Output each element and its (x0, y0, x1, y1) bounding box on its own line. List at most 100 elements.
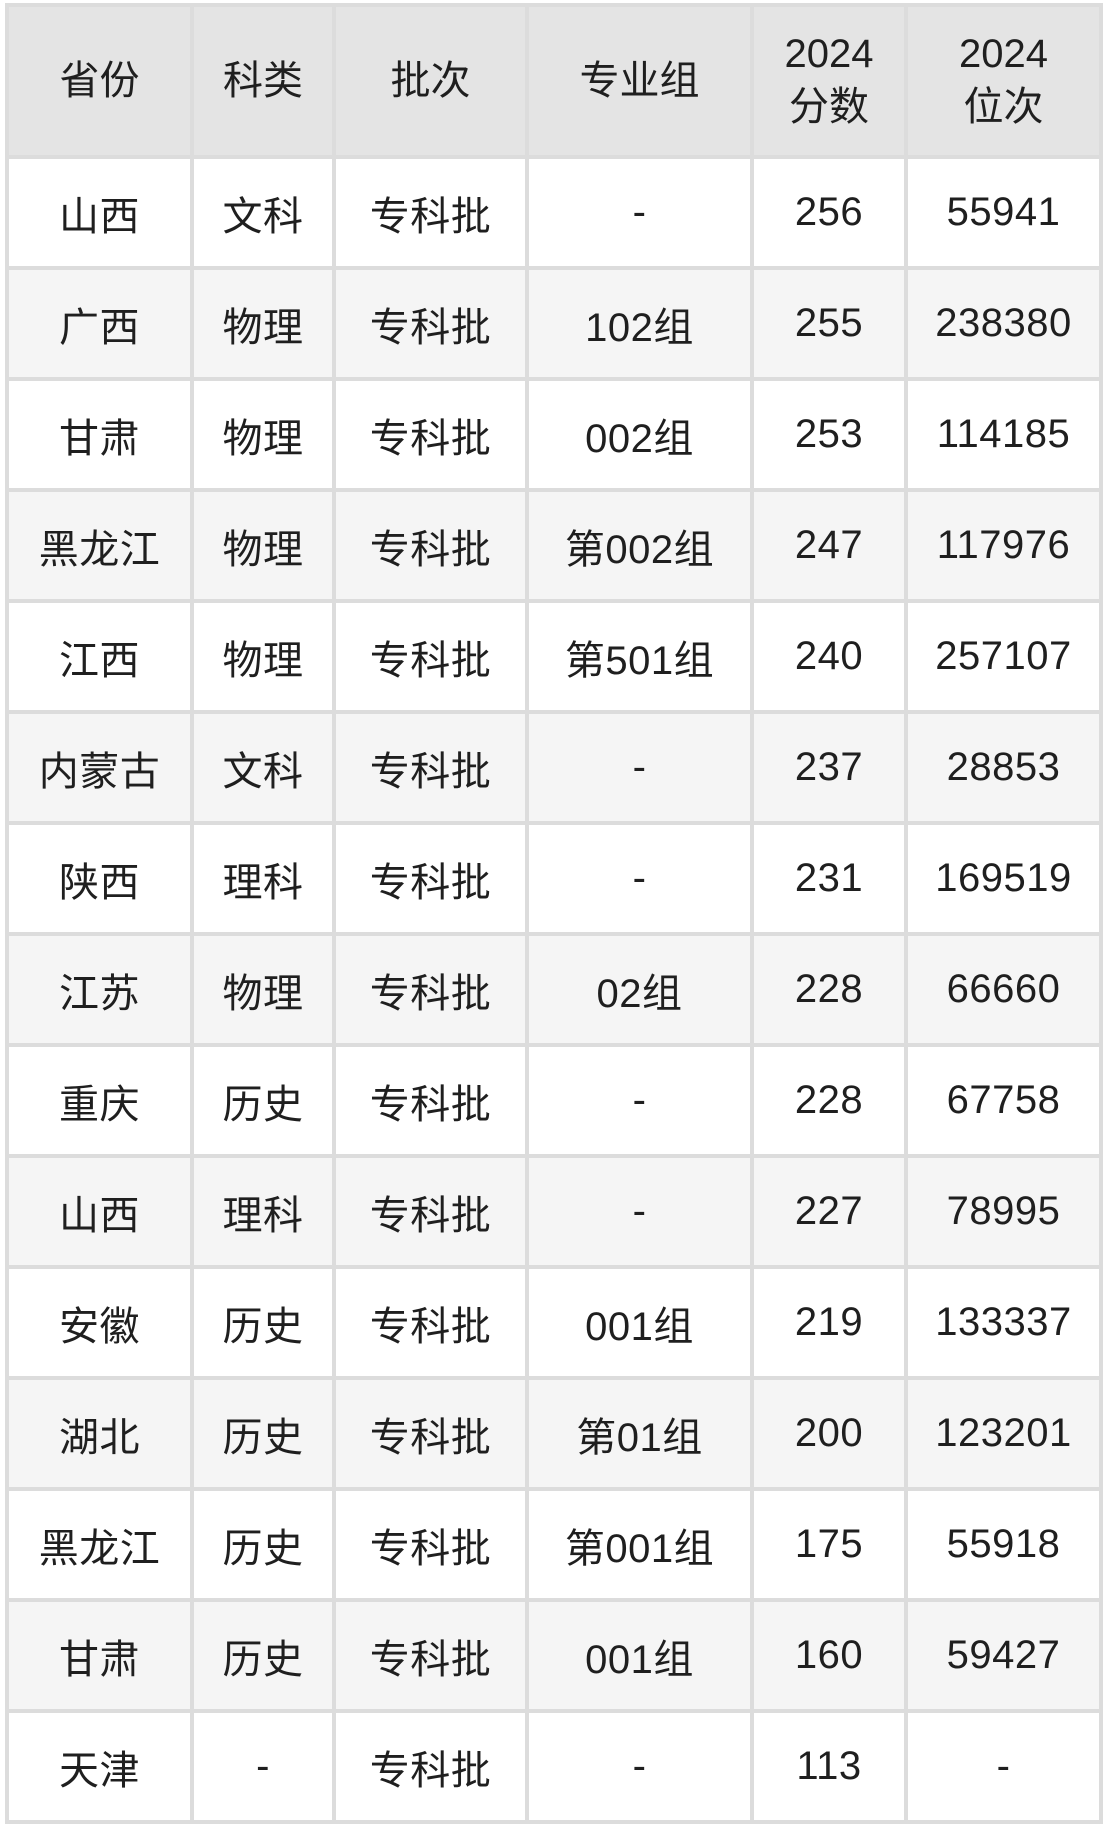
table-cell-major-group: 第501组 (529, 603, 750, 710)
table-cell-batch: 专科批 (336, 1713, 525, 1820)
table-cell-category: 物理 (194, 603, 332, 710)
table-cell-batch: 专科批 (336, 603, 525, 710)
table-cell-province: 重庆 (9, 1047, 190, 1154)
table-cell-province: 黑龙江 (9, 492, 190, 599)
table-row: 江苏 物理 专科批 02组 228 66660 (9, 936, 1099, 1043)
table-cell-batch: 专科批 (336, 936, 525, 1043)
table-row: 山西 文科 专科批 -256 55941 (9, 159, 1099, 266)
table-cell-category: 历史 (194, 1269, 332, 1376)
table-cell-batch: 专科批 (336, 1269, 525, 1376)
table-cell-score-2024: 200 (754, 1380, 904, 1487)
table-cell-score-2024: 219 (754, 1269, 904, 1376)
table-cell-category: 文科 (194, 159, 332, 266)
table-cell-category: 文科 (194, 714, 332, 821)
table-cell-score-2024: 227 (754, 1158, 904, 1265)
table-cell-rank-2024: 78995 (908, 1158, 1099, 1265)
table-cell-major-group: - (529, 714, 750, 821)
header-cell-score-2024: 2024 分数 (754, 7, 904, 155)
table-cell-province: 内蒙古 (9, 714, 190, 821)
table-cell-category: 物理 (194, 270, 332, 377)
table-cell-rank-2024: 67758 (908, 1047, 1099, 1154)
table-cell-rank-2024: 257107 (908, 603, 1099, 710)
table-cell-score-2024: 160 (754, 1602, 904, 1709)
table-cell-province: 安徽 (9, 1269, 190, 1376)
table-cell-rank-2024: 55941 (908, 159, 1099, 266)
table-cell-major-group: 第01组 (529, 1380, 750, 1487)
table-cell-rank-2024: 59427 (908, 1602, 1099, 1709)
table-cell-province: 陕西 (9, 825, 190, 932)
table-cell-batch: 专科批 (336, 825, 525, 932)
table-cell-batch: 专科批 (336, 1602, 525, 1709)
table-cell-major-group: 002组 (529, 381, 750, 488)
table-cell-score-2024: 256 (754, 159, 904, 266)
table-cell-rank-2024: 123201 (908, 1380, 1099, 1487)
table-cell-province: 黑龙江 (9, 1491, 190, 1598)
table-cell-batch: 专科批 (336, 492, 525, 599)
table-cell-rank-2024: 238380 (908, 270, 1099, 377)
table-cell-rank-2024: 66660 (908, 936, 1099, 1043)
table-cell-score-2024: 228 (754, 1047, 904, 1154)
table-cell-major-group: 102组 (529, 270, 750, 377)
table-row: 江西 物理 专科批 第501组 240 257107 (9, 603, 1099, 710)
header-cell-rank-2024: 2024 位次 (908, 7, 1099, 155)
table-cell-score-2024: 175 (754, 1491, 904, 1598)
table-cell-score-2024: 228 (754, 936, 904, 1043)
table-cell-batch: 专科批 (336, 1380, 525, 1487)
admission-score-table: 省份 科类 批次 专业组 2024 分数 2024 位次 山西 文科 专科批 -256 55941… (5, 3, 1103, 1824)
table-cell-province: 江西 (9, 603, 190, 710)
table-cell-rank-2024: 114185 (908, 381, 1099, 488)
table-cell-province: 广西 (9, 270, 190, 377)
header-cell-province: 省份 (9, 7, 190, 155)
table-cell-batch: 专科批 (336, 1158, 525, 1265)
table-row: 黑龙江 历史 专科批 第001组 175 55918 (9, 1491, 1099, 1598)
table-cell-province: 江苏 (9, 936, 190, 1043)
header-cell-category: 科类 (194, 7, 332, 155)
table-row: 天津 - 专科批 -113- (9, 1713, 1099, 1820)
table-row: 甘肃 历史 专科批 001组 160 59427 (9, 1602, 1099, 1709)
table-cell-rank-2024: - (908, 1713, 1099, 1820)
table-cell-province: 湖北 (9, 1380, 190, 1487)
table-cell-score-2024: 240 (754, 603, 904, 710)
table-cell-major-group: 001组 (529, 1602, 750, 1709)
table-cell-province: 甘肃 (9, 1602, 190, 1709)
table-cell-rank-2024: 55918 (908, 1491, 1099, 1598)
table-cell-batch: 专科批 (336, 159, 525, 266)
table-row: 陕西 理科 专科批 -231 169519 (9, 825, 1099, 932)
table-cell-rank-2024: 133337 (908, 1269, 1099, 1376)
table-cell-major-group: 第001组 (529, 1491, 750, 1598)
table-cell-major-group: - (529, 159, 750, 266)
table-cell-category: 理科 (194, 825, 332, 932)
table-cell-major-group: - (529, 1713, 750, 1820)
table-cell-major-group: 02组 (529, 936, 750, 1043)
table-cell-category: 历史 (194, 1047, 332, 1154)
table-cell-category: - (194, 1713, 332, 1820)
table-cell-batch: 专科批 (336, 270, 525, 377)
table-cell-category: 历史 (194, 1602, 332, 1709)
table-cell-major-group: - (529, 825, 750, 932)
table-row: 重庆 历史 专科批 -228 67758 (9, 1047, 1099, 1154)
table-cell-score-2024: 255 (754, 270, 904, 377)
table-row: 黑龙江 物理 专科批 第002组 247 117976 (9, 492, 1099, 599)
table-cell-batch: 专科批 (336, 1491, 525, 1598)
table-cell-category: 理科 (194, 1158, 332, 1265)
table-cell-score-2024: 237 (754, 714, 904, 821)
table-cell-batch: 专科批 (336, 714, 525, 821)
table-row: 内蒙古 文科 专科批 -237 28853 (9, 714, 1099, 821)
table-cell-batch: 专科批 (336, 1047, 525, 1154)
table-cell-rank-2024: 28853 (908, 714, 1099, 821)
table-row: 湖北 历史 专科批 第01组 200 123201 (9, 1380, 1099, 1487)
table-cell-batch: 专科批 (336, 381, 525, 488)
table-cell-province: 山西 (9, 1158, 190, 1265)
table-cell-major-group: - (529, 1047, 750, 1154)
table-cell-province: 山西 (9, 159, 190, 266)
table-cell-major-group: 第002组 (529, 492, 750, 599)
table-cell-score-2024: 231 (754, 825, 904, 932)
table-cell-province: 甘肃 (9, 381, 190, 488)
table-cell-category: 物理 (194, 492, 332, 599)
table-cell-rank-2024: 169519 (908, 825, 1099, 932)
table-row: 广西 物理 专科批 102组 255 238380 (9, 270, 1099, 377)
table-cell-province: 天津 (9, 1713, 190, 1820)
header-cell-batch: 批次 (336, 7, 525, 155)
table-row: 甘肃 物理 专科批 002组 253 114185 (9, 381, 1099, 488)
